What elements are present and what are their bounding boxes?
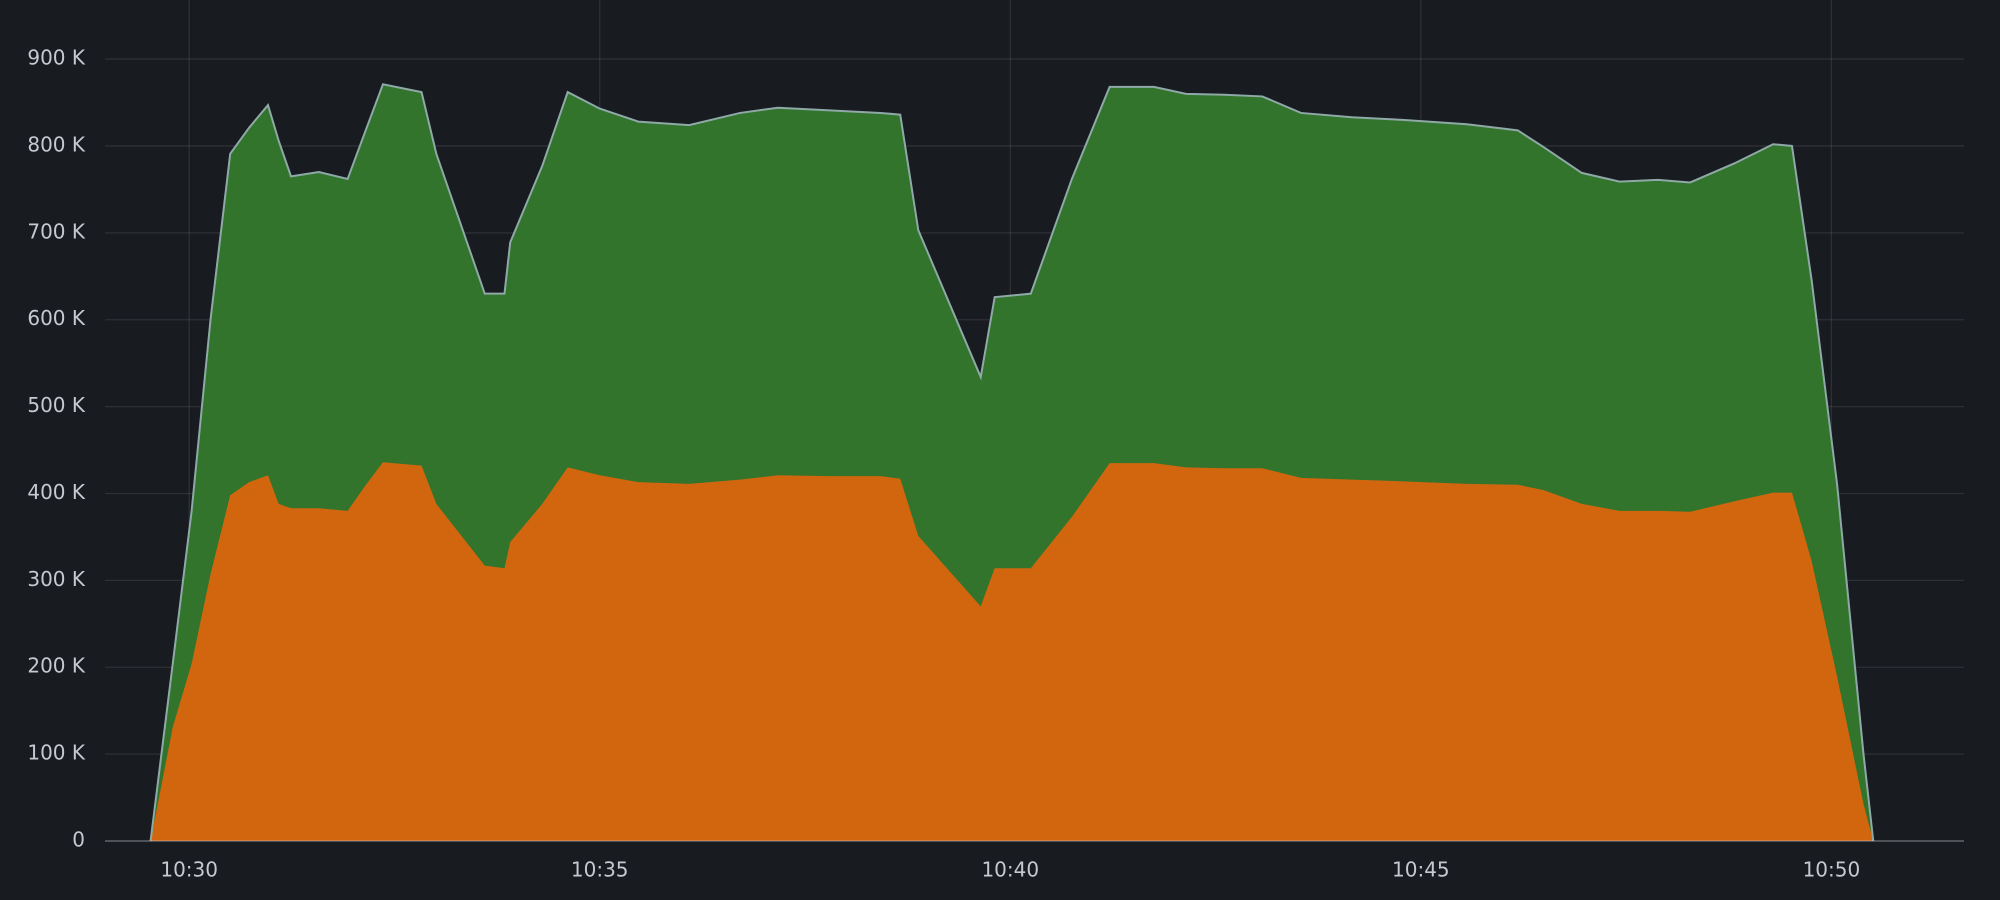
y-tick-label: 400 K	[27, 480, 86, 504]
y-tick-label: 600 K	[27, 306, 86, 330]
y-tick-label: 900 K	[27, 46, 86, 70]
area-edge	[149, 83, 1875, 842]
y-tick-label: 300 K	[27, 567, 86, 591]
x-tick-label: 10:30	[160, 858, 218, 882]
area	[150, 462, 1874, 841]
y-tick-label: 100 K	[27, 741, 86, 765]
area-edge	[149, 461, 1875, 842]
y-tick-label: 0	[72, 828, 85, 852]
y-tick-label: 500 K	[27, 393, 86, 417]
y-tick-label: 700 K	[27, 219, 86, 243]
x-tick-label: 10:40	[981, 858, 1039, 882]
y-tick-label: 800 K	[27, 132, 86, 156]
x-tick-label: 10:50	[1803, 858, 1861, 882]
y-tick-label: 200 K	[27, 654, 86, 678]
x-tick-label: 10:45	[1392, 858, 1450, 882]
x-tick-label: 10:35	[571, 858, 629, 882]
area	[150, 84, 1874, 842]
